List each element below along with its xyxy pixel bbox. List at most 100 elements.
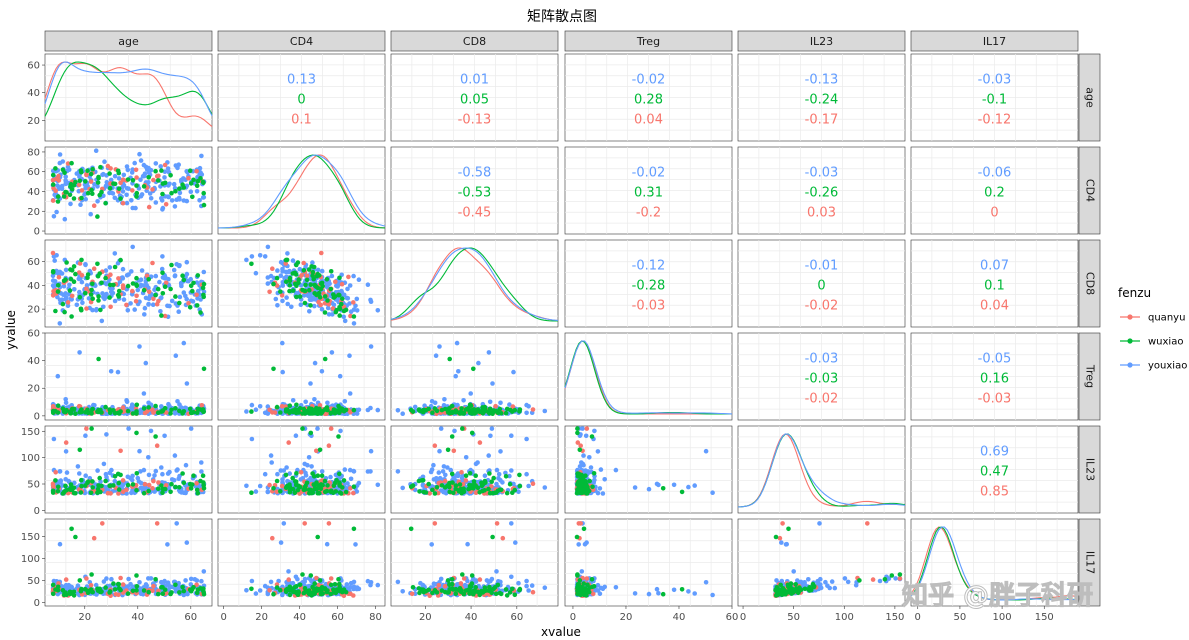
- point-youxiao: [524, 410, 529, 416]
- point-quanyu: [50, 250, 56, 256]
- point-youxiao: [524, 583, 529, 589]
- point-youxiao: [165, 303, 170, 309]
- point-wuxiao: [95, 409, 101, 415]
- point-youxiao: [438, 426, 444, 431]
- point-youxiao: [139, 192, 145, 197]
- point-wuxiao: [107, 407, 112, 412]
- point-wuxiao: [517, 587, 522, 593]
- point-quanyu: [279, 483, 285, 489]
- point-youxiao: [265, 281, 271, 286]
- point-youxiao: [95, 468, 100, 473]
- point-quanyu: [162, 162, 168, 168]
- point-wuxiao: [457, 482, 463, 487]
- point-wuxiao: [146, 589, 151, 595]
- point-quanyu: [346, 274, 351, 280]
- point-wuxiao: [318, 588, 324, 594]
- point-youxiao: [351, 469, 357, 474]
- point-quanyu: [590, 591, 596, 597]
- point-wuxiao: [287, 283, 293, 288]
- point-youxiao: [542, 585, 548, 590]
- point-wuxiao: [95, 214, 100, 219]
- point-quanyu: [130, 288, 135, 294]
- point-wuxiao: [96, 175, 101, 181]
- point-youxiao: [511, 369, 516, 375]
- point-youxiao: [280, 340, 285, 346]
- point-wuxiao: [96, 294, 101, 299]
- point-wuxiao: [96, 298, 101, 303]
- point-wuxiao: [287, 490, 293, 495]
- point-quanyu: [286, 440, 292, 445]
- point-youxiao: [509, 574, 514, 580]
- point-youxiao: [375, 582, 381, 588]
- point-quanyu: [63, 440, 69, 445]
- point-wuxiao: [296, 280, 301, 286]
- point-wuxiao: [410, 585, 416, 590]
- point-wuxiao: [512, 592, 518, 598]
- point-quanyu: [154, 521, 160, 526]
- point-youxiao: [57, 469, 63, 474]
- point-wuxiao: [103, 478, 108, 484]
- point-wuxiao: [314, 273, 320, 279]
- panel-age-il17: -0.03-0.1-0.12: [910, 53, 1079, 142]
- point-wuxiao: [99, 483, 104, 489]
- point-youxiao: [199, 469, 204, 474]
- point-youxiao: [526, 483, 531, 489]
- point-wuxiao: [112, 410, 118, 416]
- point-youxiao: [77, 174, 82, 179]
- point-wuxiao: [79, 169, 84, 175]
- corr-cd4-il23-quanyu: 0.03: [807, 206, 836, 221]
- corr-age-cd4-youxiao: 0.13: [287, 73, 316, 88]
- panel-il17-cd4: [217, 518, 386, 607]
- point-youxiao: [268, 579, 274, 585]
- point-quanyu: [494, 521, 500, 526]
- point-wuxiao: [315, 490, 321, 496]
- point-youxiao: [137, 151, 142, 157]
- panel-age-cd8: 0.010.05-0.13: [390, 53, 559, 142]
- point-wuxiao: [328, 591, 334, 597]
- point-wuxiao: [69, 314, 74, 319]
- point-quanyu: [348, 313, 353, 319]
- point-wuxiao: [134, 584, 140, 589]
- point-youxiao: [613, 585, 619, 590]
- point-youxiao: [305, 462, 310, 468]
- point-youxiao: [289, 304, 294, 310]
- point-wuxiao: [96, 356, 101, 362]
- point-youxiao: [476, 360, 481, 366]
- point-wuxiao: [180, 584, 185, 590]
- point-quanyu: [151, 177, 156, 183]
- point-youxiao: [275, 471, 280, 477]
- point-youxiao: [132, 160, 137, 166]
- point-wuxiao: [141, 588, 147, 593]
- point-youxiao: [137, 344, 142, 349]
- point-youxiao: [375, 482, 381, 488]
- point-youxiao: [126, 426, 131, 431]
- point-wuxiao: [90, 281, 95, 287]
- point-youxiao: [351, 321, 357, 326]
- point-youxiao: [197, 292, 203, 298]
- point-quanyu: [304, 273, 310, 279]
- panel-age-age: [44, 53, 213, 142]
- point-wuxiao: [679, 587, 685, 592]
- point-youxiao: [498, 400, 503, 406]
- point-youxiao: [92, 403, 97, 408]
- point-wuxiao: [308, 411, 314, 416]
- point-wuxiao: [88, 292, 94, 297]
- point-youxiao: [120, 266, 126, 272]
- point-youxiao: [65, 303, 71, 309]
- point-wuxiao: [60, 167, 66, 173]
- point-youxiao: [95, 199, 100, 204]
- point-youxiao: [129, 198, 134, 203]
- point-wuxiao: [146, 277, 151, 282]
- point-youxiao: [159, 196, 164, 201]
- point-wuxiao: [310, 273, 315, 279]
- point-wuxiao: [468, 584, 474, 590]
- point-quanyu: [116, 276, 121, 281]
- point-youxiao: [63, 178, 68, 183]
- point-youxiao: [135, 287, 141, 293]
- panel-cd8-treg: -0.12-0.28-0.03: [564, 239, 733, 328]
- point-wuxiao: [78, 490, 84, 495]
- point-youxiao: [104, 183, 109, 189]
- point-youxiao: [121, 172, 127, 178]
- point-youxiao: [431, 462, 436, 468]
- point-wuxiao: [194, 410, 200, 416]
